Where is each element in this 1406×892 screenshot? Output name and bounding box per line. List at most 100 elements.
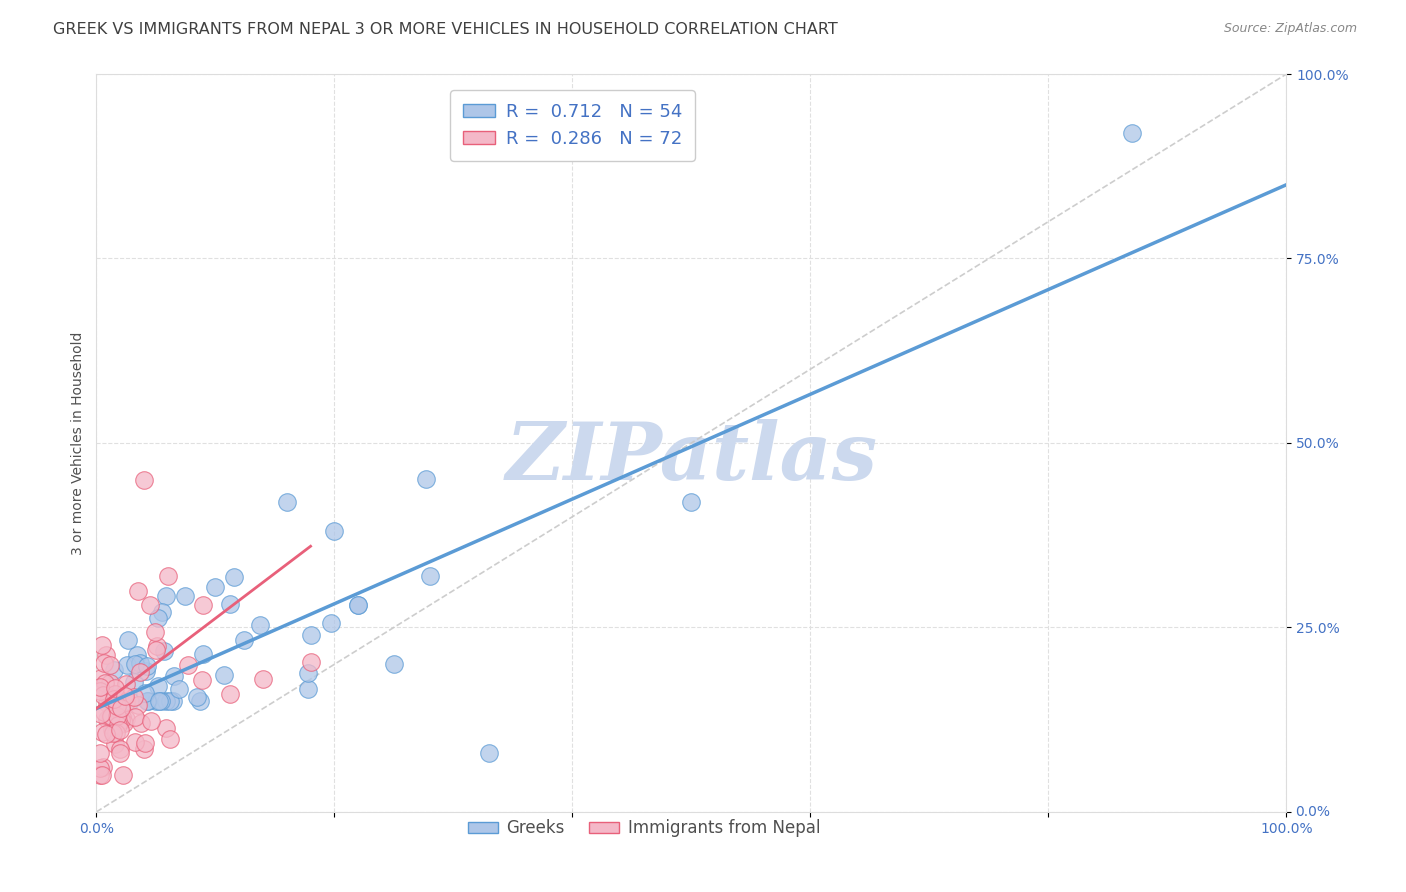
Point <box>89 761 111 775</box>
Point <box>89 746 111 760</box>
Point <box>145 642 167 657</box>
Point <box>115 695 138 709</box>
Point <box>321 615 343 630</box>
Point <box>124 675 146 690</box>
Point <box>139 598 162 612</box>
Point <box>124 735 146 749</box>
Point <box>382 657 405 672</box>
Point <box>90 706 112 721</box>
Point <box>128 656 150 670</box>
Point <box>112 768 135 782</box>
Point <box>98 690 121 705</box>
Point <box>129 715 152 730</box>
Point <box>297 665 319 680</box>
Point <box>94 648 117 662</box>
Point <box>90 725 112 739</box>
Point <box>148 694 170 708</box>
Point <box>134 685 156 699</box>
Point <box>149 694 172 708</box>
Point <box>135 664 157 678</box>
Point <box>105 698 128 713</box>
Point <box>114 712 136 726</box>
Point <box>153 644 176 658</box>
Y-axis label: 3 or more Vehicles in Household: 3 or more Vehicles in Household <box>72 331 86 555</box>
Text: GREEK VS IMMIGRANTS FROM NEPAL 3 OR MORE VEHICLES IN HOUSEHOLD CORRELATION CHART: GREEK VS IMMIGRANTS FROM NEPAL 3 OR MORE… <box>53 22 838 37</box>
Point <box>224 569 246 583</box>
Point <box>155 721 177 735</box>
Point <box>148 610 170 624</box>
Point <box>127 583 149 598</box>
Point <box>100 723 122 737</box>
Point <box>191 673 214 687</box>
Point <box>132 473 155 487</box>
Point <box>681 495 703 509</box>
Point <box>347 598 370 612</box>
Point <box>110 714 132 728</box>
Point <box>276 495 298 509</box>
Point <box>104 694 127 708</box>
Point <box>96 727 118 741</box>
Point <box>150 605 173 619</box>
Point <box>124 709 146 723</box>
Point <box>159 694 181 708</box>
Point <box>145 694 167 708</box>
Point <box>104 681 127 695</box>
Point <box>91 688 114 702</box>
Point <box>190 694 212 708</box>
Point <box>135 659 157 673</box>
Point <box>136 694 159 708</box>
Point <box>159 731 181 746</box>
Point <box>89 680 111 694</box>
Point <box>112 715 135 730</box>
Point <box>103 663 125 677</box>
Point <box>100 720 122 734</box>
Point <box>122 690 145 704</box>
Point <box>125 648 148 662</box>
Point <box>93 705 115 719</box>
Point <box>419 568 441 582</box>
Point <box>96 697 118 711</box>
Point <box>155 589 177 603</box>
Point <box>297 681 319 696</box>
Point <box>105 709 128 723</box>
Point <box>104 697 127 711</box>
Point <box>177 658 200 673</box>
Point <box>212 668 235 682</box>
Point <box>218 687 240 701</box>
Point <box>204 580 226 594</box>
Text: Source: ZipAtlas.com: Source: ZipAtlas.com <box>1223 22 1357 36</box>
Point <box>163 669 186 683</box>
Point <box>91 760 114 774</box>
Point <box>219 597 242 611</box>
Point <box>156 568 179 582</box>
Point <box>103 688 125 702</box>
Point <box>415 472 437 486</box>
Point <box>173 589 195 603</box>
Point <box>98 658 121 673</box>
Point <box>91 768 114 782</box>
Point <box>108 741 131 756</box>
Point <box>104 738 127 752</box>
Point <box>108 746 131 760</box>
Point <box>110 701 132 715</box>
Point <box>186 690 208 704</box>
Point <box>162 694 184 708</box>
Text: ZIPatlas: ZIPatlas <box>505 419 877 497</box>
Point <box>299 655 322 669</box>
Point <box>132 741 155 756</box>
Point <box>89 684 111 698</box>
Point <box>136 694 159 708</box>
Point <box>111 710 134 724</box>
Point <box>193 599 215 613</box>
Point <box>323 524 346 539</box>
Point <box>115 676 138 690</box>
Point <box>128 665 150 680</box>
Point <box>93 656 115 670</box>
Point <box>127 698 149 712</box>
Point <box>98 675 121 690</box>
Point <box>98 708 121 723</box>
Point <box>117 633 139 648</box>
Point <box>89 768 111 782</box>
Point <box>100 708 122 723</box>
Point <box>94 676 117 690</box>
